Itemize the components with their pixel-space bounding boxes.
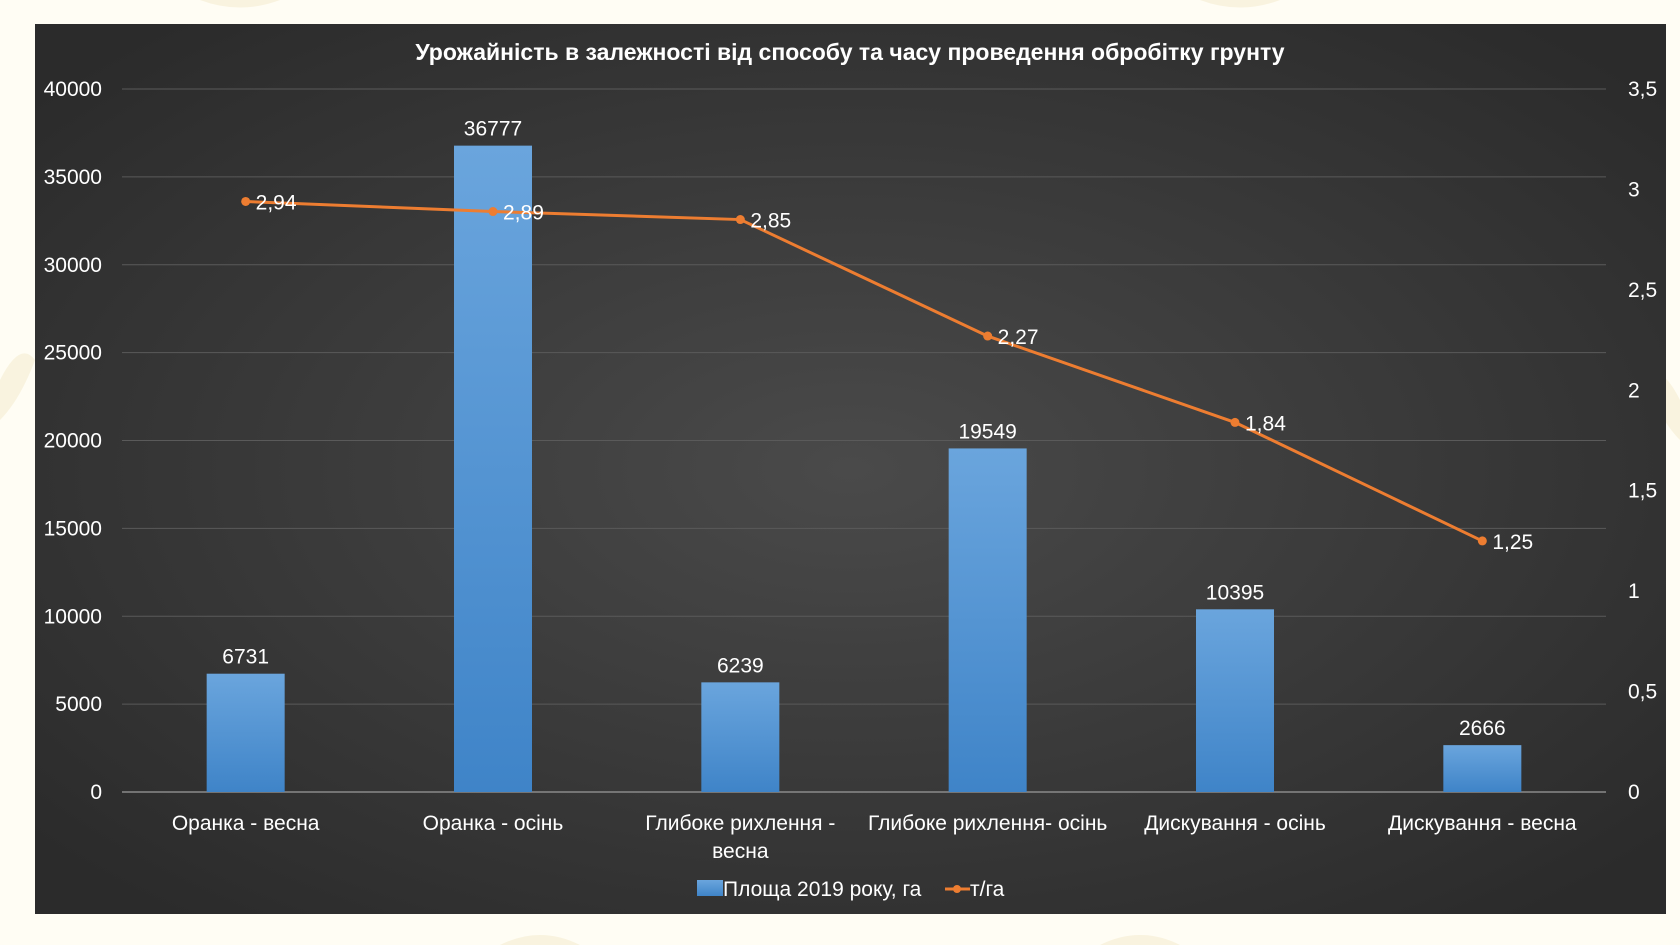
bar-value-label: 6239	[717, 654, 764, 677]
left-tick-label: 20000	[44, 430, 102, 453]
bar	[1196, 609, 1274, 792]
legend: Площа 2019 року, га т/га	[697, 878, 1005, 901]
line-point	[1477, 536, 1487, 546]
right-tick-label: 1	[1628, 580, 1640, 603]
bar-series	[206, 145, 1522, 792]
left-tick-label: 35000	[44, 166, 102, 189]
legend-line-marker	[953, 885, 961, 893]
right-tick-label: 0,5	[1628, 681, 1657, 704]
line-series	[241, 196, 1487, 546]
line-point	[488, 207, 498, 217]
category-label: Оранка - весна	[172, 812, 320, 835]
left-tick-label: 30000	[44, 254, 102, 277]
right-tick-label: 1,5	[1628, 480, 1657, 503]
chart-background	[35, 24, 1666, 914]
right-tick-label: 2,5	[1628, 279, 1657, 302]
left-tick-label: 40000	[44, 78, 102, 101]
bar-data-labels: 6731 36777 6239 19549 10395 2666	[222, 118, 1505, 741]
right-tick-label: 0	[1628, 781, 1640, 804]
line-value-label: 1,25	[1492, 531, 1533, 554]
left-tick-label: 10000	[44, 605, 102, 628]
category-label: Глибоке рихлення -	[645, 812, 835, 835]
chart-title: Урожайність в залежності від способу та …	[415, 39, 1284, 65]
left-tick-label: 5000	[55, 693, 102, 716]
line-point	[983, 331, 993, 341]
line-value-label: 2,94	[256, 191, 297, 214]
bar	[454, 145, 532, 792]
category-label: Оранка - осінь	[423, 812, 564, 835]
legend-line-label: т/га	[970, 878, 1005, 901]
bar	[948, 448, 1027, 792]
line-point	[735, 215, 745, 225]
right-tick-label: 3,5	[1628, 78, 1657, 101]
bar	[701, 682, 780, 792]
right-tick-label: 2	[1628, 379, 1640, 402]
legend-bar-swatch	[697, 880, 723, 896]
left-tick-label: 0	[90, 781, 102, 804]
line-data-labels: 2,94 2,89 2,85 2,27 1,84 1,25	[256, 191, 1534, 553]
category-label: Глибоке рихлення- осінь	[868, 812, 1107, 835]
bar	[206, 673, 285, 792]
category-label: Дискування - осінь	[1144, 812, 1326, 835]
line-value-label: 2,27	[998, 326, 1039, 349]
bar-value-label: 10395	[1206, 581, 1264, 604]
left-tick-label: 25000	[44, 342, 102, 365]
line-value-label: 2,85	[750, 210, 791, 233]
category-labels: Оранка - весна Оранка - осінь Глибоке рихл…	[172, 812, 1577, 863]
bar	[1443, 745, 1522, 792]
left-tick-label: 15000	[44, 517, 102, 540]
category-label: весна	[712, 840, 769, 863]
line-path	[245, 199, 1483, 543]
bar-value-label: 36777	[464, 118, 522, 141]
gridlines	[122, 88, 1606, 705]
line-point	[1230, 417, 1240, 427]
bar-value-label: 6731	[222, 646, 269, 669]
line-value-label: 2,89	[503, 202, 544, 225]
right-axis-ticks: 0 0,5 1 1,5 2 2,5 3 3,5	[1628, 78, 1657, 804]
right-tick-label: 3	[1628, 178, 1640, 201]
bar-value-label: 19549	[958, 420, 1016, 443]
category-label: Дискування - весна	[1388, 812, 1577, 835]
legend-bar-label: Площа 2019 року, га	[723, 878, 922, 901]
line-point	[241, 196, 251, 206]
bar-value-label: 2666	[1459, 717, 1506, 740]
left-axis-ticks: 0 5000 10000 15000 20000 25000 30000 35000 40000	[44, 78, 102, 804]
line-value-label: 1,84	[1245, 412, 1286, 435]
